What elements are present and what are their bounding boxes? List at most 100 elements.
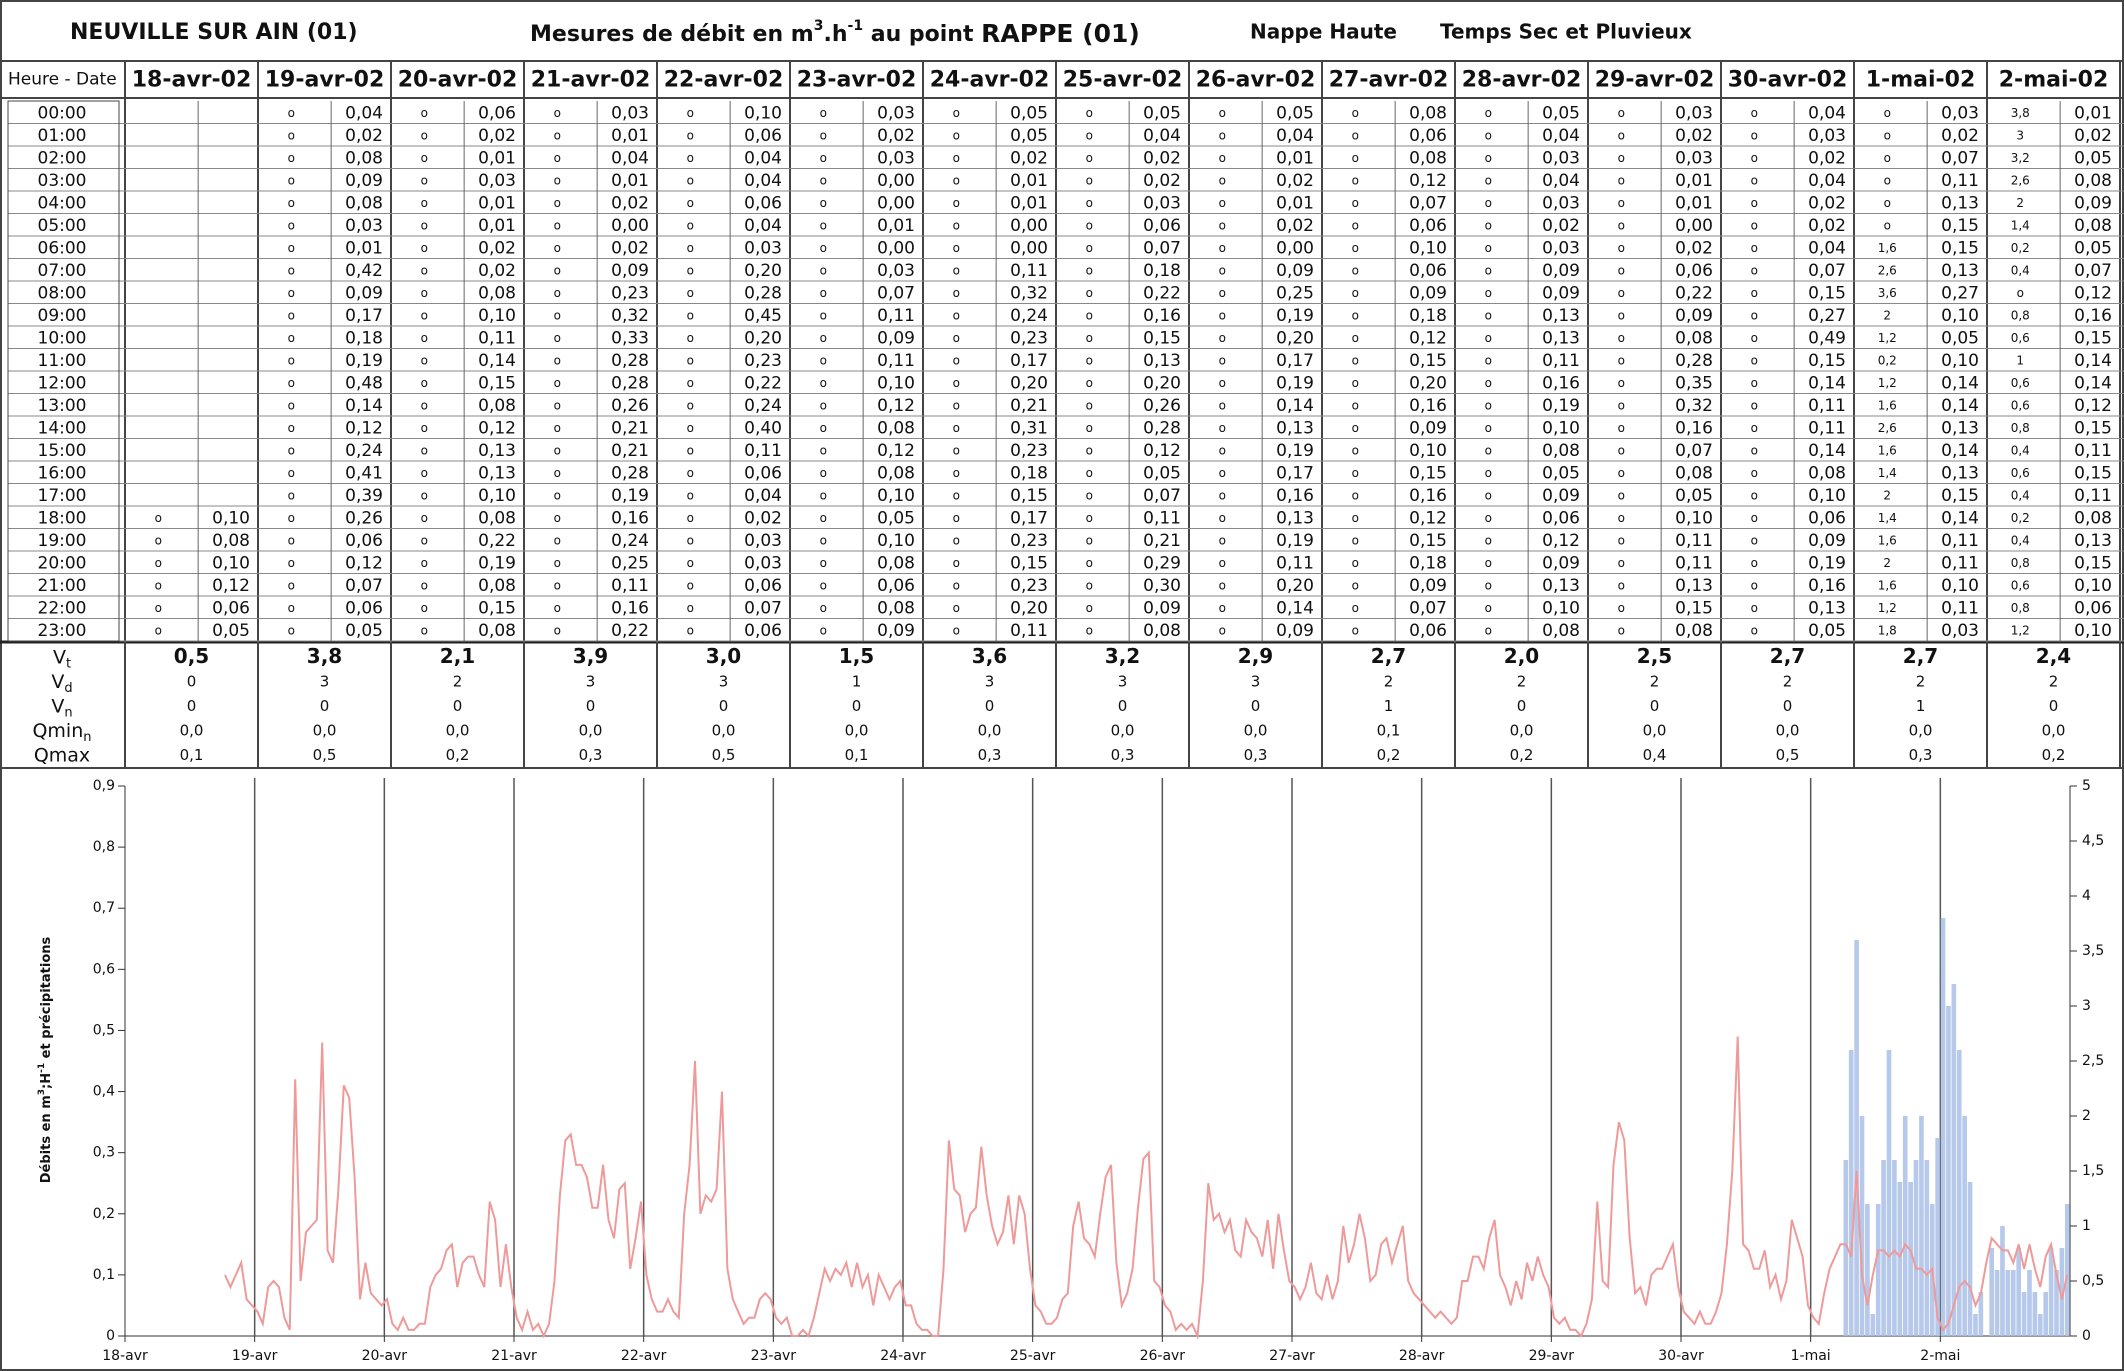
flow: 0,01 <box>877 216 915 236</box>
summary-value: 2,5 <box>1637 644 1672 668</box>
rain: o <box>1485 196 1492 210</box>
summary-value: 1 <box>1916 697 1926 715</box>
rain: o <box>820 173 827 187</box>
flow: 0,02 <box>1675 238 1713 258</box>
flow: 0,18 <box>1143 261 1181 281</box>
rain: o <box>554 106 561 120</box>
rain: o <box>554 331 561 345</box>
rain: o <box>687 263 694 277</box>
flow: 0,05 <box>1808 621 1846 641</box>
flow: 0,19 <box>478 553 516 573</box>
flow: 0,22 <box>611 621 649 641</box>
rain: o <box>953 578 960 592</box>
x-tick-label: 25-avr <box>1010 1348 1056 1364</box>
rain: o <box>288 308 295 322</box>
y-tick-label: 0,1 <box>93 1267 115 1283</box>
rain: o <box>1219 128 1226 142</box>
rain: o <box>554 511 561 525</box>
summary-value: 0,3 <box>1909 746 1933 764</box>
rain: o <box>421 488 428 502</box>
rain-bar <box>1935 1138 1940 1336</box>
rain: o <box>1485 443 1492 457</box>
x-tick-label: 1-mai <box>1791 1348 1831 1364</box>
flow: 0,24 <box>744 396 782 416</box>
rain: o <box>288 511 295 525</box>
rain-bar <box>1913 1160 1919 1336</box>
flow: 0,07 <box>1941 148 1979 168</box>
rain-bar <box>1951 984 1957 1336</box>
rain: o <box>820 511 827 525</box>
flow: 0,17 <box>1276 351 1314 371</box>
flow: 0,15 <box>1941 216 1979 236</box>
x-tick-label: 23-avr <box>751 1348 797 1364</box>
rain: o <box>1352 488 1359 502</box>
flow: 0,08 <box>478 576 516 596</box>
rain: o <box>1352 443 1359 457</box>
flow: 0,12 <box>1542 531 1580 551</box>
flow: 0,10 <box>2074 621 2112 641</box>
rain: o <box>1618 578 1625 592</box>
flow: 0,18 <box>1409 553 1447 573</box>
rain-bar <box>2032 1292 2038 1336</box>
flow: 0,25 <box>1276 283 1314 303</box>
rain: o <box>1485 218 1492 232</box>
rain: 3,6 <box>1878 286 1897 300</box>
rain: o <box>953 376 960 390</box>
rain: o <box>1751 196 1758 210</box>
rain: o <box>288 173 295 187</box>
flow: 0,00 <box>877 171 915 191</box>
flow: 0,21 <box>1010 396 1048 416</box>
rain: o <box>1884 218 1891 232</box>
rain: o <box>421 353 428 367</box>
flow: 0,11 <box>1808 418 1846 438</box>
rain-bar <box>1870 1314 1876 1336</box>
rain-bar <box>1892 1160 1897 1336</box>
rain: o <box>421 196 428 210</box>
flow: 0,13 <box>1542 328 1580 348</box>
flow: 0,10 <box>877 373 915 393</box>
flow: 0,10 <box>1941 351 1979 371</box>
hour: 16:00 <box>38 463 87 483</box>
summary-value: 0,0 <box>1909 722 1933 740</box>
flow: 0,10 <box>478 306 516 326</box>
flow: 0,07 <box>1808 261 1846 281</box>
rain: o <box>421 466 428 480</box>
summary-value: 3 <box>320 672 330 690</box>
y-tick-label: 0,6 <box>93 961 115 977</box>
rain-bar <box>2037 1314 2043 1336</box>
summary-value: 0 <box>852 697 862 715</box>
flow: 0,15 <box>2074 418 2112 438</box>
title-part: RAPPE (01) <box>981 19 1140 48</box>
flow: 0,21 <box>1143 531 1181 551</box>
rain: o <box>1485 353 1492 367</box>
rain: o <box>687 511 694 525</box>
rain: o <box>1219 106 1226 120</box>
flow: 0,24 <box>1010 306 1048 326</box>
rain: o <box>1219 353 1226 367</box>
rain: o <box>288 196 295 210</box>
flow: 0,05 <box>877 508 915 528</box>
rain: 0,2 <box>2011 241 2030 255</box>
summary-value: 0,0 <box>579 722 603 740</box>
rain: o <box>1618 556 1625 570</box>
rain: o <box>1751 556 1758 570</box>
summary-value: 0,0 <box>845 722 869 740</box>
flow: 0,06 <box>212 598 250 618</box>
rain: o <box>288 533 295 547</box>
flow: 0,19 <box>1276 441 1314 461</box>
rain: o <box>288 398 295 412</box>
flow: 0,14 <box>1276 598 1314 618</box>
flow: 0,05 <box>212 621 250 641</box>
flow: 0,18 <box>1409 306 1447 326</box>
rain: o <box>421 398 428 412</box>
rain: o <box>953 196 960 210</box>
y-tick-label: 0,8 <box>93 839 115 855</box>
rain: o <box>1485 128 1492 142</box>
hour: 13:00 <box>38 396 87 416</box>
hour: 10:00 <box>38 328 87 348</box>
flow: 0,23 <box>611 283 649 303</box>
rain: o <box>820 241 827 255</box>
y2-tick-label: 4,5 <box>2082 833 2104 849</box>
rain: o <box>1086 331 1093 345</box>
flow: 0,06 <box>1542 508 1580 528</box>
